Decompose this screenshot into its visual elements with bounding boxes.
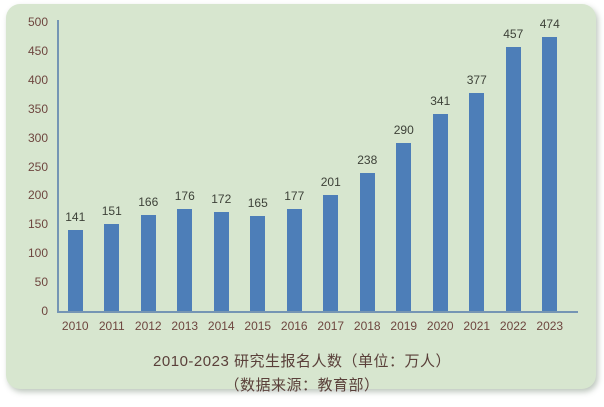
x-axis-tick-label: 2015: [244, 319, 272, 333]
bar: [177, 209, 193, 311]
x-axis-tick-label: 2021: [463, 319, 491, 333]
bar: [104, 223, 120, 311]
chart-subtitle: （数据来源：教育部）: [224, 377, 380, 394]
x-axis-tick-label: 2011: [98, 319, 125, 333]
y-axis-tick-label: 150: [27, 217, 48, 232]
bar: [140, 215, 156, 311]
bar-value-label: 377: [466, 73, 487, 88]
bar-value-label: 201: [320, 174, 341, 189]
y-axis-tick-label: 300: [27, 130, 48, 145]
x-axis-tick-label: 2014: [207, 319, 235, 333]
bar: [323, 194, 339, 311]
x-axis-tick-label: 2010: [61, 319, 89, 333]
bar: [432, 113, 448, 311]
y-axis-tick-label: 0: [41, 304, 48, 318]
bar: [67, 229, 83, 311]
y-axis-tick-label: 450: [27, 43, 48, 58]
x-axis-tick-label: 2022: [499, 319, 527, 333]
y-axis-tick-label: 350: [27, 101, 48, 116]
x-axis-tick-label: 2018: [353, 319, 381, 333]
bar: [396, 143, 412, 311]
y-axis-tick-label: 100: [27, 246, 48, 261]
bar-value-label: 151: [101, 203, 122, 218]
y-axis-tick-label: 250: [27, 159, 48, 174]
bar-value-label: 341: [430, 93, 451, 108]
bar-value-label: 457: [503, 26, 524, 41]
y-axis-tick-label: 500: [27, 15, 48, 29]
x-axis-tick-label: 2012: [134, 319, 162, 333]
x-axis-tick-label: 2017: [317, 319, 345, 333]
chart-card-background: [6, 4, 596, 389]
bar-value-label: 176: [174, 189, 195, 204]
bar: [286, 208, 302, 311]
bar-value-label: 141: [65, 209, 86, 224]
bar-value-label: 172: [211, 191, 232, 206]
y-axis-tick-label: 200: [27, 188, 48, 203]
x-axis-tick-label: 2013: [171, 319, 199, 333]
x-axis-tick-label: 2016: [280, 319, 308, 333]
bar: [542, 37, 558, 311]
bar: [359, 173, 375, 311]
x-axis-tick-label: 2019: [390, 319, 418, 333]
x-axis-tick-label: 2023: [536, 319, 564, 333]
bar-value-label: 238: [357, 153, 378, 168]
y-axis-tick-label: 400: [27, 72, 48, 87]
chart-title: 2010-2023 研究生报名人数（单位：万人）: [153, 353, 451, 370]
x-axis-line: [57, 311, 578, 313]
y-axis-tick-label: 50: [34, 275, 48, 290]
bar: [505, 46, 521, 311]
x-axis-tick-label: 2020: [426, 319, 454, 333]
bar-value-label: 177: [284, 188, 305, 203]
y-axis-line: [57, 20, 59, 311]
bar-value-label: 165: [247, 195, 268, 210]
bar: [469, 93, 485, 311]
bar-value-label: 474: [539, 17, 560, 32]
bar-value-label: 290: [393, 123, 414, 138]
bar: [213, 211, 229, 311]
bar: [250, 215, 266, 311]
bar-value-label: 166: [138, 195, 159, 210]
